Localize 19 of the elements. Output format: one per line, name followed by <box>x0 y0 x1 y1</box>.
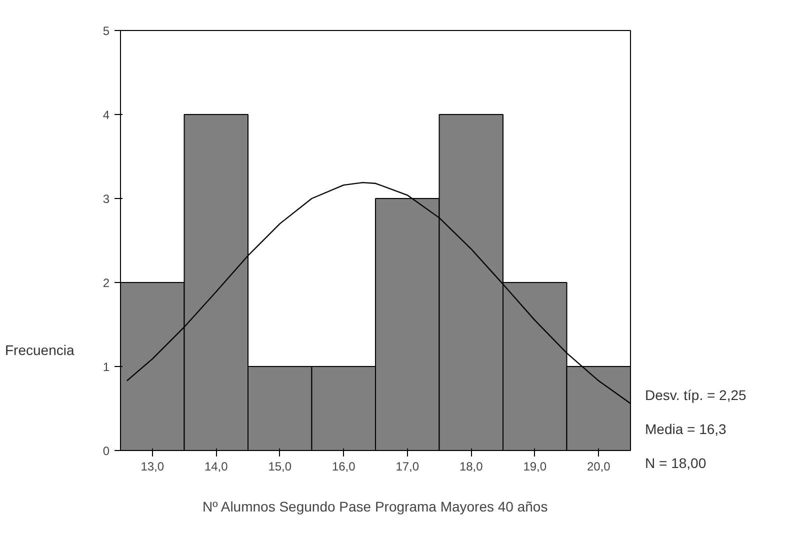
x-tick-label: 18,0 <box>459 460 484 474</box>
text: Media = 16,3 <box>645 420 726 439</box>
y-tick-label: 2 <box>102 276 110 290</box>
x-tick-label: 16,0 <box>332 460 356 474</box>
y-tick-label: 0 <box>102 444 110 458</box>
x-tick-label: 20,0 <box>586 460 611 474</box>
text: N = 18,00 <box>645 454 706 473</box>
x-tick-label: 15,0 <box>268 460 292 474</box>
x-tick-label: 13,0 <box>140 460 164 474</box>
x-tick-label: 14,0 <box>204 460 228 474</box>
text: Desv. típ. = 2,25 <box>645 386 746 405</box>
x-axis-title: Nº Alumnos Segundo Pase Programa Mayores 40 años <box>202 498 548 514</box>
y-tick-label: 4 <box>102 108 110 122</box>
x-tick-label: 19,0 <box>523 460 547 474</box>
x-tick-label: 17,0 <box>396 460 420 474</box>
y-axis-title: Frecuencia <box>5 341 74 360</box>
y-tick-label: 1 <box>102 360 110 374</box>
y-tick-label: 3 <box>102 192 110 206</box>
y-tick-label: 5 <box>102 24 110 38</box>
